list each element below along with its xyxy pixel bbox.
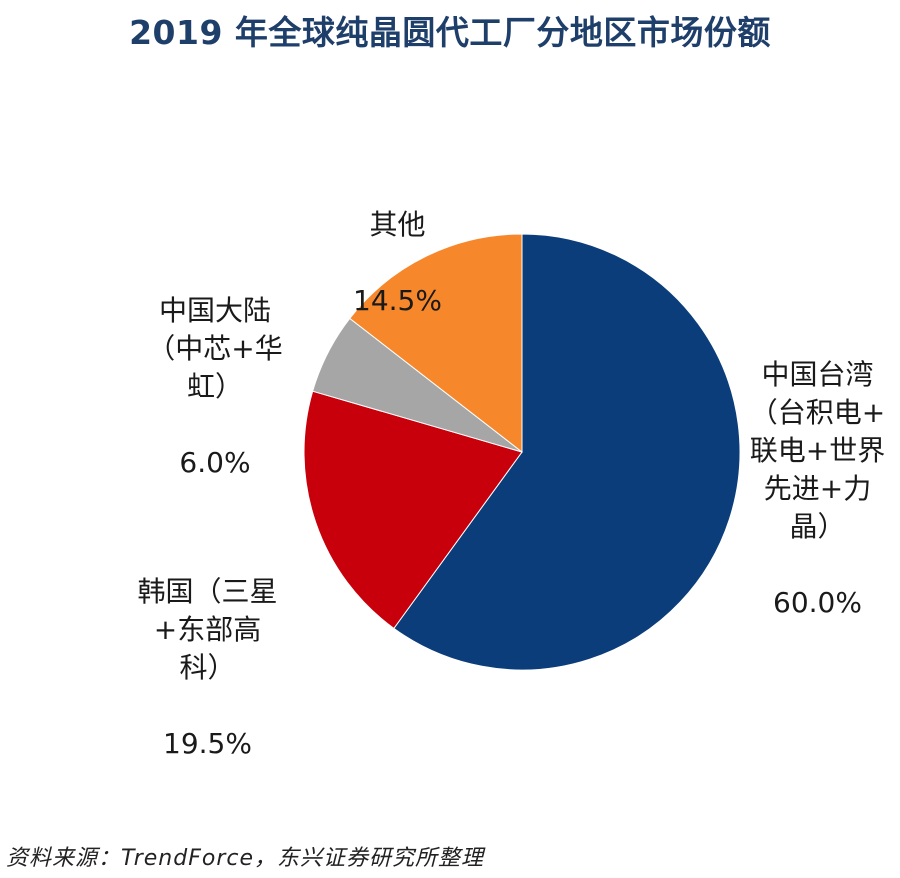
slice-value-other: 14.5% xyxy=(353,284,442,317)
slice-label-taiwan: 中国台湾 （台积电+ 联电+世界 先进+力 晶） 60.0% xyxy=(735,318,900,660)
slice-label-mainland: 中国大陆 （中芯+华 虹） 6.0% xyxy=(120,254,310,520)
source-note: 资料来源：TrendForce，东兴证券研究所整理 xyxy=(6,846,485,871)
pie-slice-taiwan xyxy=(393,233,741,671)
slice-name-other: 其他 xyxy=(369,208,426,241)
slice-label-other: 其他 14.5% xyxy=(335,168,460,358)
chart-title: 2019 年全球纯晶圆代工厂分地区市场份额 xyxy=(129,13,771,52)
slice-label-korea: 韩国（三星 +东部高 科） 19.5% xyxy=(110,535,305,801)
slice-name-taiwan: 中国台湾 （台积电+ 联电+世界 先进+力 晶） xyxy=(749,358,886,543)
slice-value-taiwan: 60.0% xyxy=(773,586,862,619)
slice-value-korea: 19.5% xyxy=(163,727,252,760)
slice-name-mainland: 中国大陆 （中芯+华 虹） xyxy=(147,294,283,403)
pie-slice-korea xyxy=(303,390,523,630)
slice-name-korea: 韩国（三星 +东部高 科） xyxy=(137,575,278,684)
pie-slice-other xyxy=(349,233,523,454)
slice-value-mainland: 6.0% xyxy=(179,446,251,479)
